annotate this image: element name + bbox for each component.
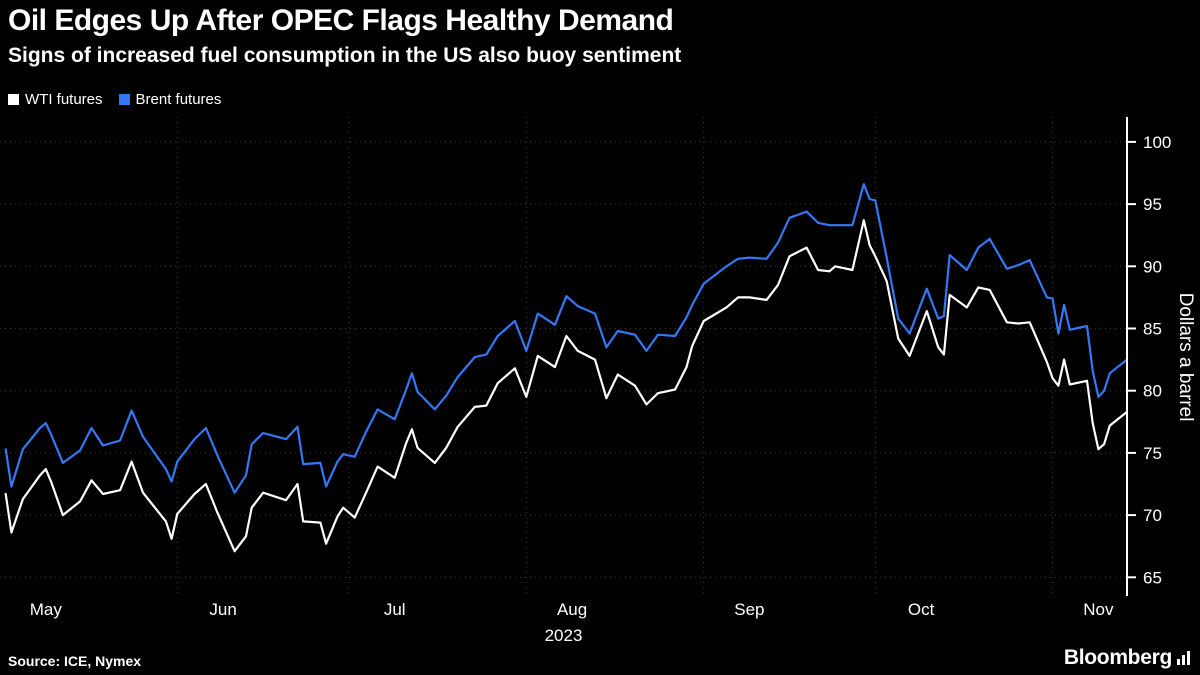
y-tick-label: 90 xyxy=(1143,257,1162,276)
y-tick-label: 65 xyxy=(1143,568,1162,587)
series-line-wti-futures xyxy=(4,219,1129,553)
x-tick-label: Jul xyxy=(384,600,406,619)
y-tick-label: 85 xyxy=(1143,320,1162,339)
bloomberg-bars-icon xyxy=(1177,651,1190,665)
y-tick-label: 80 xyxy=(1143,382,1162,401)
y-tick-label: 70 xyxy=(1143,506,1162,525)
legend: WTI futures Brent futures xyxy=(8,91,221,108)
y-tick-label: 95 xyxy=(1143,195,1162,214)
legend-swatch xyxy=(118,94,130,105)
legend-swatch xyxy=(8,94,19,105)
x-tick-label: Sep xyxy=(734,600,764,619)
legend-label: WTI futures xyxy=(25,91,103,108)
bloomberg-logo: Bloomberg xyxy=(1064,646,1190,670)
bloomberg-wordmark: Bloomberg xyxy=(1063,646,1172,669)
x-tick-label: Nov xyxy=(1083,600,1114,619)
legend-item-wti-futures: WTI futures xyxy=(8,91,103,108)
page-subtitle: Signs of increased fuel consumption in t… xyxy=(8,44,682,67)
legend-item-brent-futures: Brent futures xyxy=(118,91,222,108)
legend-label: Brent futures xyxy=(135,91,222,108)
series-line-brent-futures xyxy=(4,183,1129,494)
x-tick-label: Oct xyxy=(908,600,935,619)
x-axis-year-label: 2023 xyxy=(545,626,583,645)
x-tick-label: Jun xyxy=(209,600,236,619)
y-tick-label: 75 xyxy=(1143,444,1162,463)
page-title: Oil Edges Up After OPEC Flags Healthy De… xyxy=(8,4,674,37)
source-note: Source: ICE, Nymex xyxy=(8,653,142,669)
x-tick-label: Aug xyxy=(557,600,587,619)
y-axis-title: Dollars a barrel xyxy=(1175,293,1196,422)
x-tick-label: May xyxy=(30,600,63,619)
y-tick-label: 100 xyxy=(1143,133,1171,152)
